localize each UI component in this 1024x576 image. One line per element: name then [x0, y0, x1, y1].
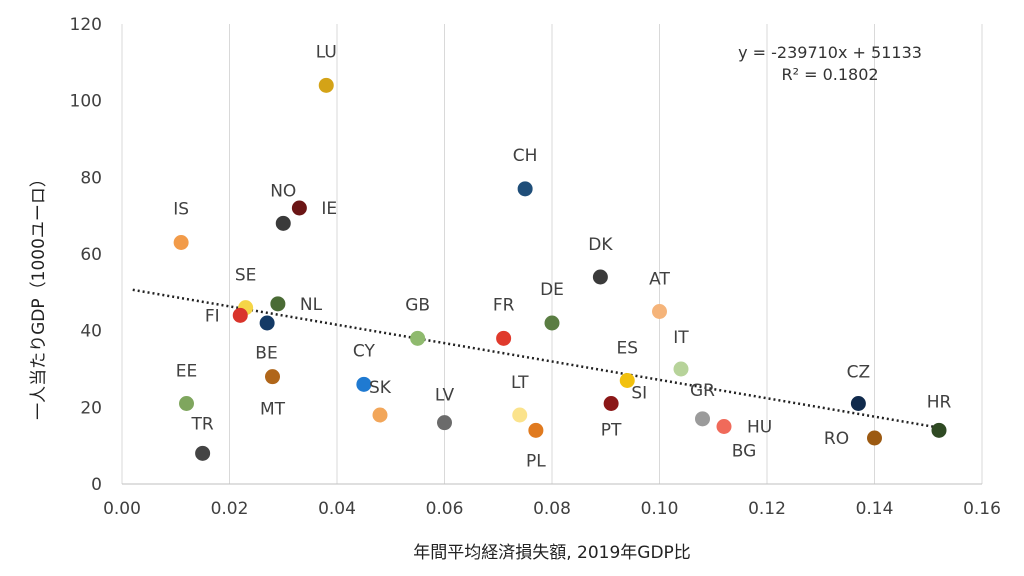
- x-tick-label: 0.12: [748, 499, 786, 519]
- point-de: [544, 315, 560, 331]
- point-label-ch: CH: [513, 146, 538, 166]
- point-nl: [270, 296, 286, 312]
- point-ro: [867, 430, 882, 446]
- point-label-gr: GR: [690, 381, 715, 401]
- x-axis-title: 年間平均経済損失額, 2019年GDP比: [413, 543, 691, 563]
- x-tick-labels: 0.00 0.02 0.04 0.06 0.08 0.10 0.12 0.14 0.16: [103, 499, 1001, 519]
- point-label-it: IT: [673, 328, 689, 348]
- point-gb: [410, 330, 426, 346]
- point-labels: LU CH NO IE IS DK SE NL AT FI DE GB FR IT BE ES CY EE CZ PT…: [173, 42, 951, 471]
- point-hr: [931, 422, 947, 438]
- point-label-gb: GB: [405, 295, 430, 315]
- data-points: [173, 77, 947, 461]
- point-hu: [716, 419, 732, 434]
- point-label-dk: DK: [588, 235, 613, 255]
- point-label-pt: PT: [601, 421, 622, 441]
- point-es: [619, 373, 635, 388]
- point-label-mt: MT: [260, 400, 286, 420]
- x-tick-label: 0.14: [856, 499, 894, 519]
- y-tick-labels: 0 20 40 60 80 100 120: [70, 15, 102, 495]
- point-gr: [695, 411, 710, 427]
- point-it: [673, 361, 689, 377]
- point-ee: [179, 396, 194, 411]
- point-lt: [512, 407, 528, 423]
- x-tick-label: 0.10: [641, 499, 679, 519]
- point-label-fi: FI: [205, 306, 220, 326]
- point-label-cy: CY: [353, 341, 376, 361]
- point-label-si: SI: [631, 384, 647, 404]
- point-ch: [517, 181, 533, 197]
- point-be2: [259, 315, 275, 331]
- x-tick-label: 0.04: [318, 499, 356, 519]
- point-sk: [372, 407, 388, 423]
- point-label-cz: CZ: [847, 363, 871, 383]
- point-pl: [528, 422, 544, 438]
- point-cy: [356, 376, 372, 392]
- point-ie: [291, 200, 307, 216]
- point-fi: [232, 307, 248, 323]
- y-tick-label: 80: [80, 168, 102, 188]
- point-label-de: DE: [540, 280, 564, 300]
- trend-equation: y = -239710x + 51133: [738, 43, 922, 62]
- point-tr: [195, 445, 211, 461]
- point-label-ro: RO: [824, 429, 849, 449]
- point-label-se: SE: [235, 266, 257, 286]
- y-tick-label: 20: [80, 398, 102, 418]
- point-label-ee: EE: [176, 362, 197, 382]
- x-tick-label: 0.00: [103, 499, 141, 519]
- point-no: [275, 215, 291, 231]
- trend-line: [132, 288, 934, 428]
- point-be: [265, 369, 280, 385]
- x-tick-label: 0.08: [533, 499, 571, 519]
- point-label-is: IS: [173, 200, 189, 220]
- point-at: [652, 304, 667, 319]
- point-pt: [603, 396, 619, 411]
- point-label-nl: NL: [300, 295, 323, 315]
- point-label-hr: HR: [927, 392, 952, 412]
- point-label-fr: FR: [493, 295, 515, 315]
- x-tick-label: 0.16: [963, 499, 1001, 519]
- point-is: [173, 235, 189, 250]
- point-label-be: BE: [255, 344, 277, 364]
- point-lu: [318, 77, 334, 93]
- point-label-pl: PL: [526, 451, 546, 471]
- trend-r-squared: R² = 0.1802: [781, 65, 878, 84]
- point-cz: [850, 396, 866, 411]
- point-label-no: NO: [270, 181, 296, 201]
- point-lv: [437, 415, 452, 431]
- x-tick-label: 0.02: [211, 499, 249, 519]
- point-label-ie: IE: [321, 199, 337, 219]
- y-tick-label: 40: [80, 322, 102, 342]
- point-label-tr: TR: [191, 414, 214, 434]
- y-tick-label: 100: [70, 92, 102, 112]
- point-fr: [496, 330, 512, 346]
- y-tick-label: 0: [91, 475, 102, 495]
- point-label-es: ES: [616, 339, 638, 359]
- point-dk: [592, 269, 608, 285]
- point-label-lt: LT: [511, 373, 529, 393]
- x-tick-label: 0.06: [426, 499, 464, 519]
- point-label-bg: BG: [732, 442, 757, 462]
- point-label-lv: LV: [435, 386, 455, 406]
- grid-lines: [121, 24, 983, 484]
- point-label-hu: HU: [747, 418, 772, 438]
- y-tick-label: 60: [80, 245, 102, 265]
- point-label-sk: SK: [369, 378, 392, 398]
- point-label-lu: LU: [316, 42, 337, 62]
- y-tick-label: 120: [70, 15, 102, 35]
- y-axis-title: 一人当たりGDP（1000ユーロ）: [29, 170, 49, 420]
- point-label-at: AT: [649, 270, 670, 290]
